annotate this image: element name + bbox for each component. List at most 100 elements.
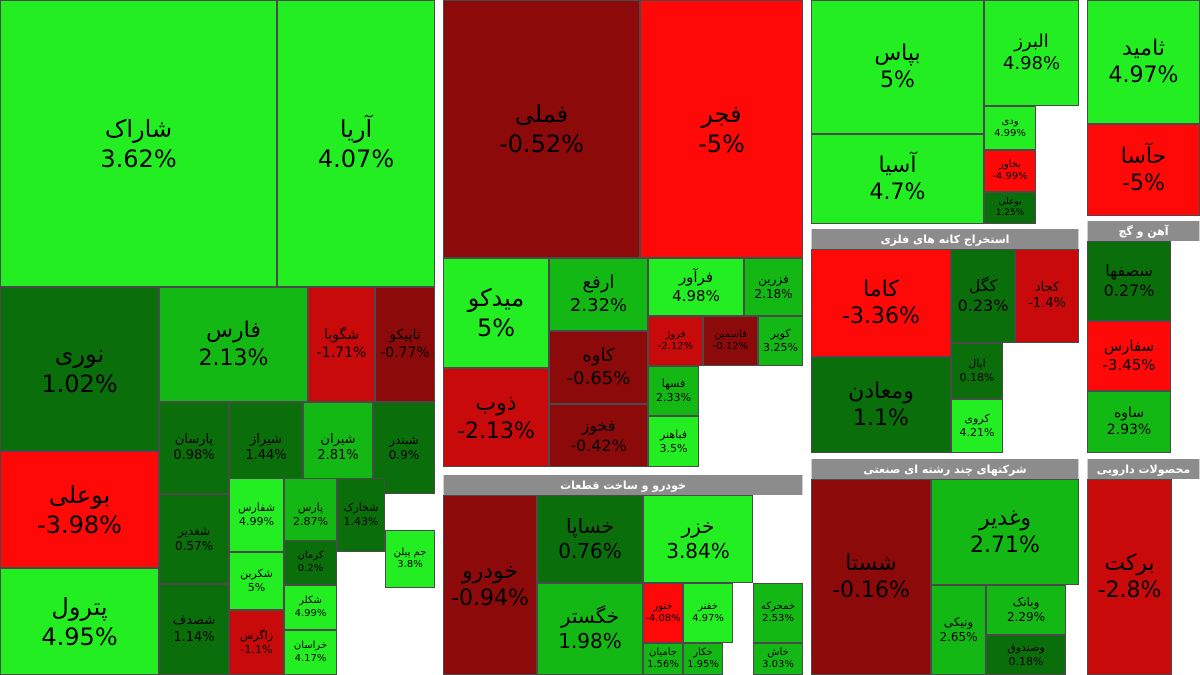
stock-tile[interactable]: وبانک 2.29% — [986, 585, 1066, 635]
stock-tile[interactable]: بخاور -4.99% — [984, 150, 1036, 192]
stock-tile[interactable]: کرمان 0.2% — [284, 540, 337, 585]
stock-tile[interactable]: پارسان 0.98% — [159, 402, 229, 494]
stock-tile[interactable]: پارس 2.87% — [284, 478, 337, 552]
stock-change-label: 1.44% — [245, 448, 287, 463]
stock-tile[interactable]: خکار 1.95% — [683, 643, 723, 675]
stock-tile[interactable]: آریا 4.07% — [277, 0, 435, 287]
stock-tile[interactable]: ودی 4.99% — [984, 106, 1036, 150]
stock-tile[interactable]: اپال 0.18% — [951, 343, 1003, 399]
stock-tile[interactable]: فخوز -0.42% — [549, 404, 648, 467]
stock-symbol: خزر — [681, 514, 715, 538]
stock-tile[interactable]: شکلر 4.99% — [284, 585, 337, 630]
stock-tile[interactable]: کجاد -1.4% — [1015, 249, 1079, 343]
stock-tile[interactable]: جامیان 1.56% — [643, 643, 683, 675]
stock-tile[interactable]: پترول 4.95% — [0, 568, 159, 675]
stock-tile[interactable]: ونیکی 2.65% — [931, 585, 986, 675]
stock-tile[interactable]: ومعادن 1.1% — [811, 357, 951, 453]
stock-tile[interactable]: کروی 4.21% — [951, 399, 1003, 453]
stock-change-label: 4.97% — [1108, 63, 1179, 88]
stock-tile[interactable]: البرز 4.98% — [984, 0, 1079, 106]
stock-symbol: کاوه — [582, 345, 615, 366]
stock-tile[interactable]: فسها 2.33% — [648, 366, 699, 416]
stock-tile[interactable]: خراسان 4.17% — [284, 630, 337, 675]
stock-change-label: 3.25% — [763, 341, 798, 354]
stock-symbol: پارس — [297, 501, 324, 515]
stock-tile[interactable]: فروژ -2.12% — [648, 316, 703, 366]
stock-tile[interactable]: میدکو 5% — [443, 258, 549, 368]
stock-tile[interactable]: بوعلی 1.25% — [984, 192, 1036, 224]
stock-symbol: خکار — [693, 646, 713, 658]
stock-tile[interactable]: جم پیلن 3.8% — [385, 530, 435, 588]
stock-change-label: 1.14% — [173, 629, 215, 645]
stock-tile[interactable]: سفارس -3.45% — [1087, 321, 1171, 391]
stock-symbol: البرز — [1014, 30, 1049, 52]
stock-tile[interactable]: خزر 3.84% — [643, 495, 753, 583]
stock-tile[interactable]: بپاس 5% — [811, 0, 984, 134]
stock-tile[interactable]: خاش 3.03% — [753, 643, 803, 675]
stock-tile[interactable]: خفنر 4.97% — [683, 583, 733, 643]
stock-symbol: شفارس — [238, 501, 275, 515]
stock-change-label: 4.98% — [1002, 53, 1061, 74]
stock-change-label: 1.1% — [853, 406, 909, 431]
stock-change-label: 2.93% — [1106, 422, 1152, 438]
stock-tile[interactable]: حآسا -5% — [1087, 124, 1200, 216]
stock-change-label: 2.53% — [762, 613, 794, 624]
stock-tile[interactable]: شخارک 1.43% — [337, 478, 385, 552]
stock-tile[interactable]: شغدیر 0.57% — [159, 494, 229, 584]
stock-symbol: وصندوق — [1007, 641, 1045, 655]
stock-change-label: -2.13% — [457, 418, 535, 444]
stock-tile[interactable]: ذوب -2.13% — [443, 368, 549, 467]
stock-tile[interactable]: ارفع 2.32% — [549, 258, 648, 331]
stock-tile[interactable]: سصفها 0.27% — [1087, 241, 1171, 321]
stock-tile[interactable]: شکربن 5% — [229, 552, 284, 610]
stock-symbol: شاراک — [104, 114, 173, 143]
stock-tile[interactable]: شگویا -1.71% — [308, 287, 375, 402]
stock-tile[interactable]: فزرین 2.18% — [744, 258, 803, 316]
stock-symbol: سصفها — [1105, 261, 1153, 280]
stock-symbol: کاما — [863, 276, 899, 302]
stock-tile[interactable]: شاراک 3.62% — [0, 0, 277, 287]
stock-tile[interactable]: فملی -0.52% — [443, 0, 640, 258]
stock-change-label: -5% — [1122, 171, 1165, 196]
stock-symbol: جم پیلن — [393, 546, 427, 558]
stock-tile[interactable]: کگل 0.23% — [951, 249, 1015, 343]
stock-tile[interactable]: خساپا 0.76% — [537, 495, 643, 583]
stock-tile[interactable]: کاوه -0.65% — [549, 331, 648, 404]
stock-change-label: -4.08% — [645, 613, 681, 624]
stock-symbol: کجاد — [1034, 279, 1060, 295]
stock-tile[interactable]: وغدیر 2.71% — [931, 479, 1079, 585]
stock-change-label: -0.12% — [712, 341, 749, 352]
stock-tile[interactable]: تاپیکو -0.77% — [375, 287, 435, 402]
stock-tile[interactable]: برکت -2.8% — [1087, 479, 1172, 675]
stock-change-label: 4.95% — [41, 622, 118, 651]
stock-change-label: 1.02% — [41, 370, 118, 398]
stock-symbol: شخارک — [343, 501, 379, 515]
stock-tile[interactable]: ختور -4.08% — [643, 583, 683, 643]
stock-tile[interactable]: ثامید 4.97% — [1087, 0, 1200, 124]
stock-tile[interactable]: خودرو -0.94% — [443, 495, 537, 675]
stock-tile[interactable]: خمحرکه 2.53% — [753, 583, 803, 643]
stock-tile[interactable]: شفارس 4.99% — [229, 478, 284, 552]
stock-tile[interactable]: کاما -3.36% — [811, 249, 951, 357]
stock-tile[interactable]: نوری 1.02% — [0, 287, 159, 451]
stock-tile[interactable]: بوعلی -3.98% — [0, 451, 159, 568]
stock-tile[interactable]: فاسمین -0.12% — [703, 316, 758, 366]
stock-tile[interactable]: شصدف 1.14% — [159, 584, 229, 675]
stock-tile[interactable]: خگستر 1.98% — [537, 583, 643, 675]
stock-tile[interactable]: فرآور 4.98% — [648, 258, 744, 316]
stock-symbol: پارسان — [174, 431, 214, 447]
stock-symbol: تاپیکو — [389, 327, 421, 343]
stock-tile[interactable]: فارس 2.13% — [159, 287, 308, 402]
stock-change-label: 0.9% — [388, 448, 420, 462]
stock-tile[interactable]: فجر -5% — [640, 0, 803, 258]
stock-change-label: 2.18% — [754, 287, 793, 301]
stock-tile[interactable]: زاگرس -1.1% — [229, 610, 284, 675]
stock-change-label: 4.97% — [692, 613, 724, 624]
stock-tile[interactable]: فباهنر 3.5% — [648, 416, 699, 467]
stock-tile[interactable]: شستا -0.16% — [811, 479, 931, 675]
stock-tile[interactable]: وصندوق 0.18% — [986, 635, 1066, 675]
stock-tile[interactable]: کویر 3.25% — [758, 316, 803, 366]
stock-tile[interactable]: آسیا 4.7% — [811, 134, 984, 224]
stock-tile[interactable]: ساوه 2.93% — [1087, 391, 1171, 453]
